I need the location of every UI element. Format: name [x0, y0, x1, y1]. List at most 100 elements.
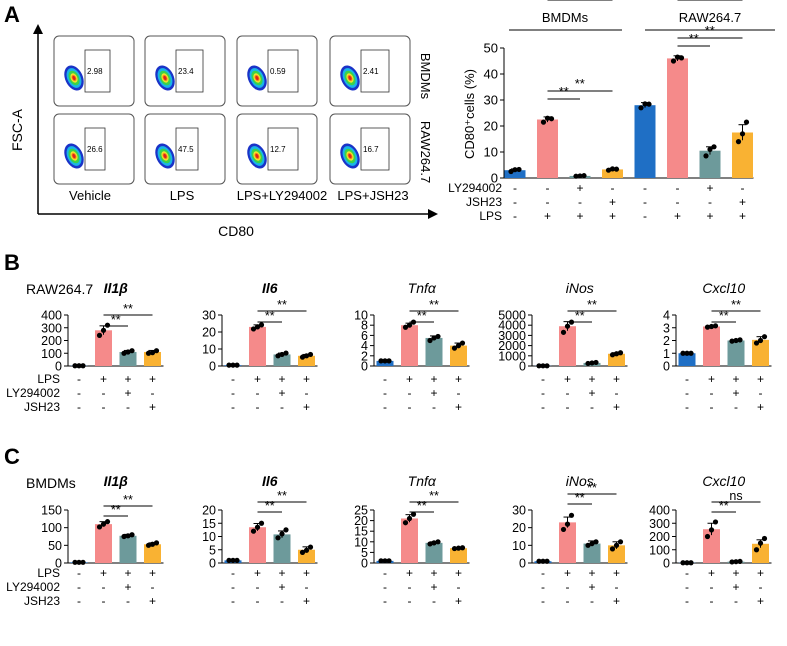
data-point	[508, 168, 514, 175]
y-tick-label: 10	[202, 343, 216, 357]
data-point	[678, 55, 685, 61]
flow-gate	[360, 127, 390, 171]
condition-sign: +	[455, 594, 462, 608]
flow-density-cloud	[255, 75, 259, 81]
y-tick-label: 40	[484, 67, 498, 82]
y-tick-label: 30	[484, 93, 498, 108]
data-point	[275, 535, 281, 541]
data-point	[688, 560, 694, 566]
data-point	[406, 322, 413, 328]
condition-sign: -	[546, 195, 550, 209]
condition-sign: -	[590, 400, 594, 414]
flow-density-cloud	[348, 153, 352, 159]
y-tick-label: 30	[512, 504, 526, 518]
condition-sign: +	[564, 372, 571, 386]
data-point	[431, 335, 437, 341]
condition-sign: -	[541, 386, 545, 400]
data-point	[581, 173, 587, 179]
y-tick-label: 8	[361, 319, 368, 333]
condition-sign: +	[254, 566, 261, 580]
condition-sign: -	[676, 195, 680, 209]
condition-sign: +	[613, 566, 620, 580]
condition-sign: +	[100, 372, 107, 386]
bar	[703, 326, 720, 366]
chart-title: Cxcl10	[702, 280, 745, 296]
condition-sign: +	[149, 372, 156, 386]
flow-density-cloud	[255, 153, 259, 159]
condition-row-label: LY294002	[448, 181, 502, 195]
condition-sign: -	[305, 580, 309, 594]
data-point	[129, 532, 135, 538]
condition-sign: -	[643, 181, 647, 195]
flow-cytometry-grid: FSC-A CD80 Vehicle LPS LPS+LY294002 LPS+…	[9, 24, 438, 239]
data-point	[670, 58, 677, 64]
condition-sign: +	[708, 372, 715, 386]
data-point	[275, 353, 281, 359]
flow-y-arrow	[33, 24, 43, 34]
data-point	[753, 547, 760, 553]
condition-sign: -	[256, 594, 260, 608]
y-tick-label: 400	[41, 309, 62, 323]
condition-sign: +	[406, 566, 413, 580]
y-tick-label: 2	[361, 349, 368, 363]
data-point	[149, 350, 156, 356]
y-tick-label: 5	[361, 546, 368, 560]
data-point	[378, 558, 384, 564]
y-tick-label: 0	[361, 360, 368, 374]
bar	[559, 522, 576, 563]
significance-label: **	[575, 309, 585, 323]
data-point	[96, 524, 103, 530]
condition-sign: +	[100, 566, 107, 580]
flow-y-label: FSC-A	[9, 108, 25, 151]
condition-sign: -	[408, 594, 412, 608]
data-point	[613, 542, 620, 548]
y-tick-label: 50	[484, 41, 498, 56]
y-tick-label: 4	[663, 309, 670, 323]
condition-sign: -	[710, 400, 714, 414]
bar	[144, 544, 161, 563]
condition-sign: -	[432, 400, 436, 414]
bar	[273, 534, 291, 563]
condition-sign: -	[710, 594, 714, 608]
data-point	[455, 343, 462, 349]
condition-sign: -	[280, 594, 284, 608]
significance-label: **	[719, 499, 729, 513]
condition-sign: -	[383, 386, 387, 400]
condition-sign: -	[566, 400, 570, 414]
flow-gate-value: 26.6	[87, 145, 103, 154]
condition-sign: -	[151, 580, 155, 594]
y-tick-label: 10	[354, 309, 368, 323]
data-point	[80, 559, 86, 565]
condition-sign: -	[708, 195, 712, 209]
y-tick-label: 3	[663, 321, 670, 335]
condition-sign: +	[124, 580, 131, 594]
significance-label: **	[587, 298, 597, 312]
condition-sign: +	[706, 181, 713, 195]
bar	[450, 548, 467, 563]
significance-label: **	[587, 481, 597, 495]
significance-label: **	[575, 76, 585, 91]
condition-sign: -	[256, 580, 260, 594]
bar	[678, 353, 696, 366]
condition-sign: -	[77, 580, 81, 594]
y-tick-label: 0	[663, 557, 670, 571]
data-point	[459, 545, 466, 551]
flow-row-label-1: RAW264.7	[418, 121, 433, 183]
condition-sign: -	[231, 386, 235, 400]
bar	[583, 543, 601, 563]
y-tick-label: 200	[649, 530, 670, 544]
condition-sign: +	[732, 580, 739, 594]
flow-gate-value: 47.5	[178, 145, 194, 154]
data-point	[258, 520, 265, 526]
condition-sign: -	[541, 580, 545, 594]
y-tick-label: 0	[55, 557, 62, 571]
y-tick-label: 400	[649, 504, 670, 518]
significance-label: ns	[729, 489, 742, 503]
y-tick-label: 0	[209, 360, 216, 374]
condition-sign: -	[102, 580, 106, 594]
condition-sign: -	[578, 195, 582, 209]
condition-sign: -	[513, 209, 517, 223]
y-tick-label: 10	[354, 535, 368, 549]
condition-sign: -	[77, 594, 81, 608]
condition-sign: -	[231, 594, 235, 608]
